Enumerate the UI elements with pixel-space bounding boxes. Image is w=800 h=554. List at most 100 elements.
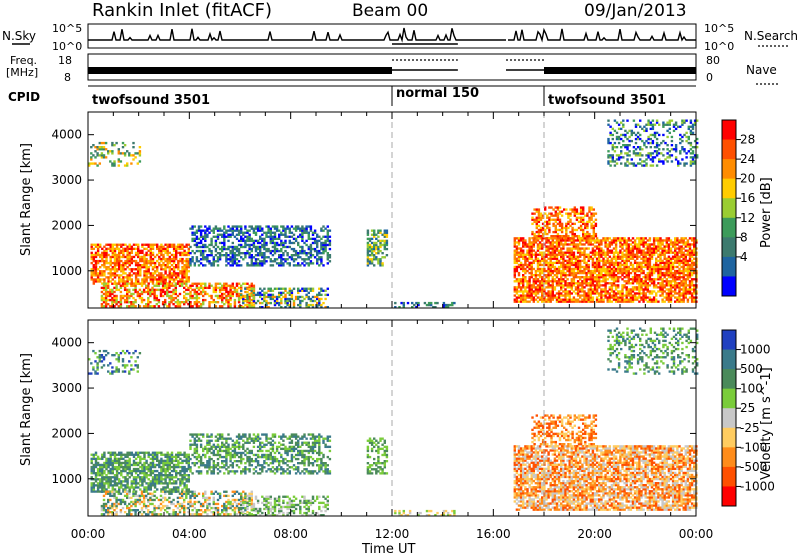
heatmap-cell [532, 282, 536, 285]
heatmap-cell [292, 303, 296, 307]
heatmap-cell [687, 135, 691, 139]
heatmap-cell [214, 294, 218, 298]
heatmap-cell [569, 224, 572, 228]
heatmap-cell [552, 208, 555, 211]
heatmap-cell [113, 294, 116, 298]
heatmap-cell [572, 239, 576, 242]
heatmap-cell [204, 229, 207, 232]
heatmap-cell [650, 243, 654, 246]
heatmap-cell [674, 249, 677, 252]
heatmap-cell [589, 282, 593, 285]
heatmap-cell [568, 253, 571, 256]
heatmap-cell [617, 284, 620, 287]
heatmap-cell [648, 267, 652, 271]
heatmap-cell [185, 243, 188, 246]
heatmap-cell [366, 231, 370, 234]
heatmap-cell [614, 261, 618, 265]
heatmap-cell [585, 255, 588, 258]
freq-unit-label: [MHz] [6, 66, 38, 79]
heatmap-cell [555, 274, 559, 277]
heatmap-cell [651, 133, 655, 137]
heatmap-cell [576, 251, 580, 254]
heatmap-cell [660, 160, 663, 163]
heatmap-cell [177, 245, 180, 248]
heatmap-cell [606, 251, 609, 254]
heatmap-cell [682, 255, 685, 258]
heatmap-cell [316, 243, 319, 247]
heatmap-cell [113, 274, 117, 277]
heatmap-cell [96, 154, 99, 157]
heatmap-cell [627, 271, 631, 275]
heatmap-cell [642, 255, 645, 258]
heatmap-cell [216, 258, 220, 261]
heatmap-cell [581, 237, 584, 240]
heatmap-cell [652, 280, 656, 283]
heatmap-cell [256, 262, 260, 265]
heatmap-cell [189, 305, 192, 308]
heatmap-cell [221, 229, 224, 232]
heatmap-cell [593, 239, 597, 242]
heatmap-cell [124, 276, 127, 279]
heatmap-cell [648, 278, 652, 281]
heatmap-cell [237, 298, 241, 302]
heatmap-cell [168, 261, 172, 265]
heatmap-cell [638, 261, 641, 265]
heatmap-cell [301, 225, 304, 228]
heatmap-cell [170, 282, 173, 285]
heatmap-cell [107, 152, 110, 155]
heatmap-cell [214, 282, 218, 285]
heatmap-cell [123, 284, 127, 287]
heatmap-cell [610, 251, 614, 254]
heatmap-cell [600, 290, 603, 293]
heatmap-cell [99, 259, 102, 263]
heatmap-cell [237, 292, 241, 296]
heatmap-cell [598, 292, 601, 295]
heatmap-cell [134, 276, 138, 279]
heatmap-cell [123, 286, 127, 290]
heatmap-cell [572, 276, 576, 279]
heatmap-cell [567, 216, 570, 219]
heatmap-cell [185, 251, 188, 255]
heatmap-cell [553, 278, 557, 281]
heatmap-cell [631, 257, 635, 260]
heatmap-cell [642, 245, 645, 248]
heatmap-cell [562, 251, 565, 254]
heatmap-cell [571, 228, 574, 232]
heatmap-cell [320, 256, 323, 259]
heatmap-cell [204, 233, 207, 236]
heatmap-cell [537, 214, 541, 217]
heatmap-cell [574, 259, 578, 263]
heatmap-cell [282, 241, 285, 245]
heatmap-cell [191, 237, 194, 241]
heatmap-cell [537, 224, 541, 228]
heatmap-cell [111, 305, 114, 308]
heatmap-cell [522, 282, 525, 285]
heatmap-cell [299, 256, 302, 259]
heatmap-cell [583, 298, 586, 301]
heatmap-cell [686, 267, 690, 271]
heatmap-cell [172, 247, 176, 251]
heatmap-cell [267, 256, 270, 259]
heatmap-cell [202, 298, 205, 302]
heatmap-cell [292, 301, 296, 305]
heatmap-cell [233, 258, 237, 261]
heatmap-cell [147, 268, 150, 271]
heatmap-cell [651, 164, 655, 167]
heatmap-cell [647, 156, 650, 159]
heatmap-cell [370, 254, 374, 257]
heatmap-cell [212, 288, 216, 292]
heatmap-cell [383, 243, 387, 247]
heatmap-cell [598, 261, 601, 265]
heatmap-cell [118, 268, 121, 271]
heatmap-cell [288, 227, 292, 230]
heatmap-cell [690, 237, 694, 240]
heatmap-cell [307, 245, 311, 249]
heatmap-cell [600, 276, 603, 279]
heatmap-cell [646, 288, 650, 291]
heatmap-cell [271, 241, 275, 245]
heatmap-cell [663, 286, 666, 289]
heatmap-cell [581, 298, 584, 301]
heatmap-cell [614, 276, 618, 279]
heatmap-cell [280, 260, 283, 263]
heatmap-cell [379, 245, 382, 249]
